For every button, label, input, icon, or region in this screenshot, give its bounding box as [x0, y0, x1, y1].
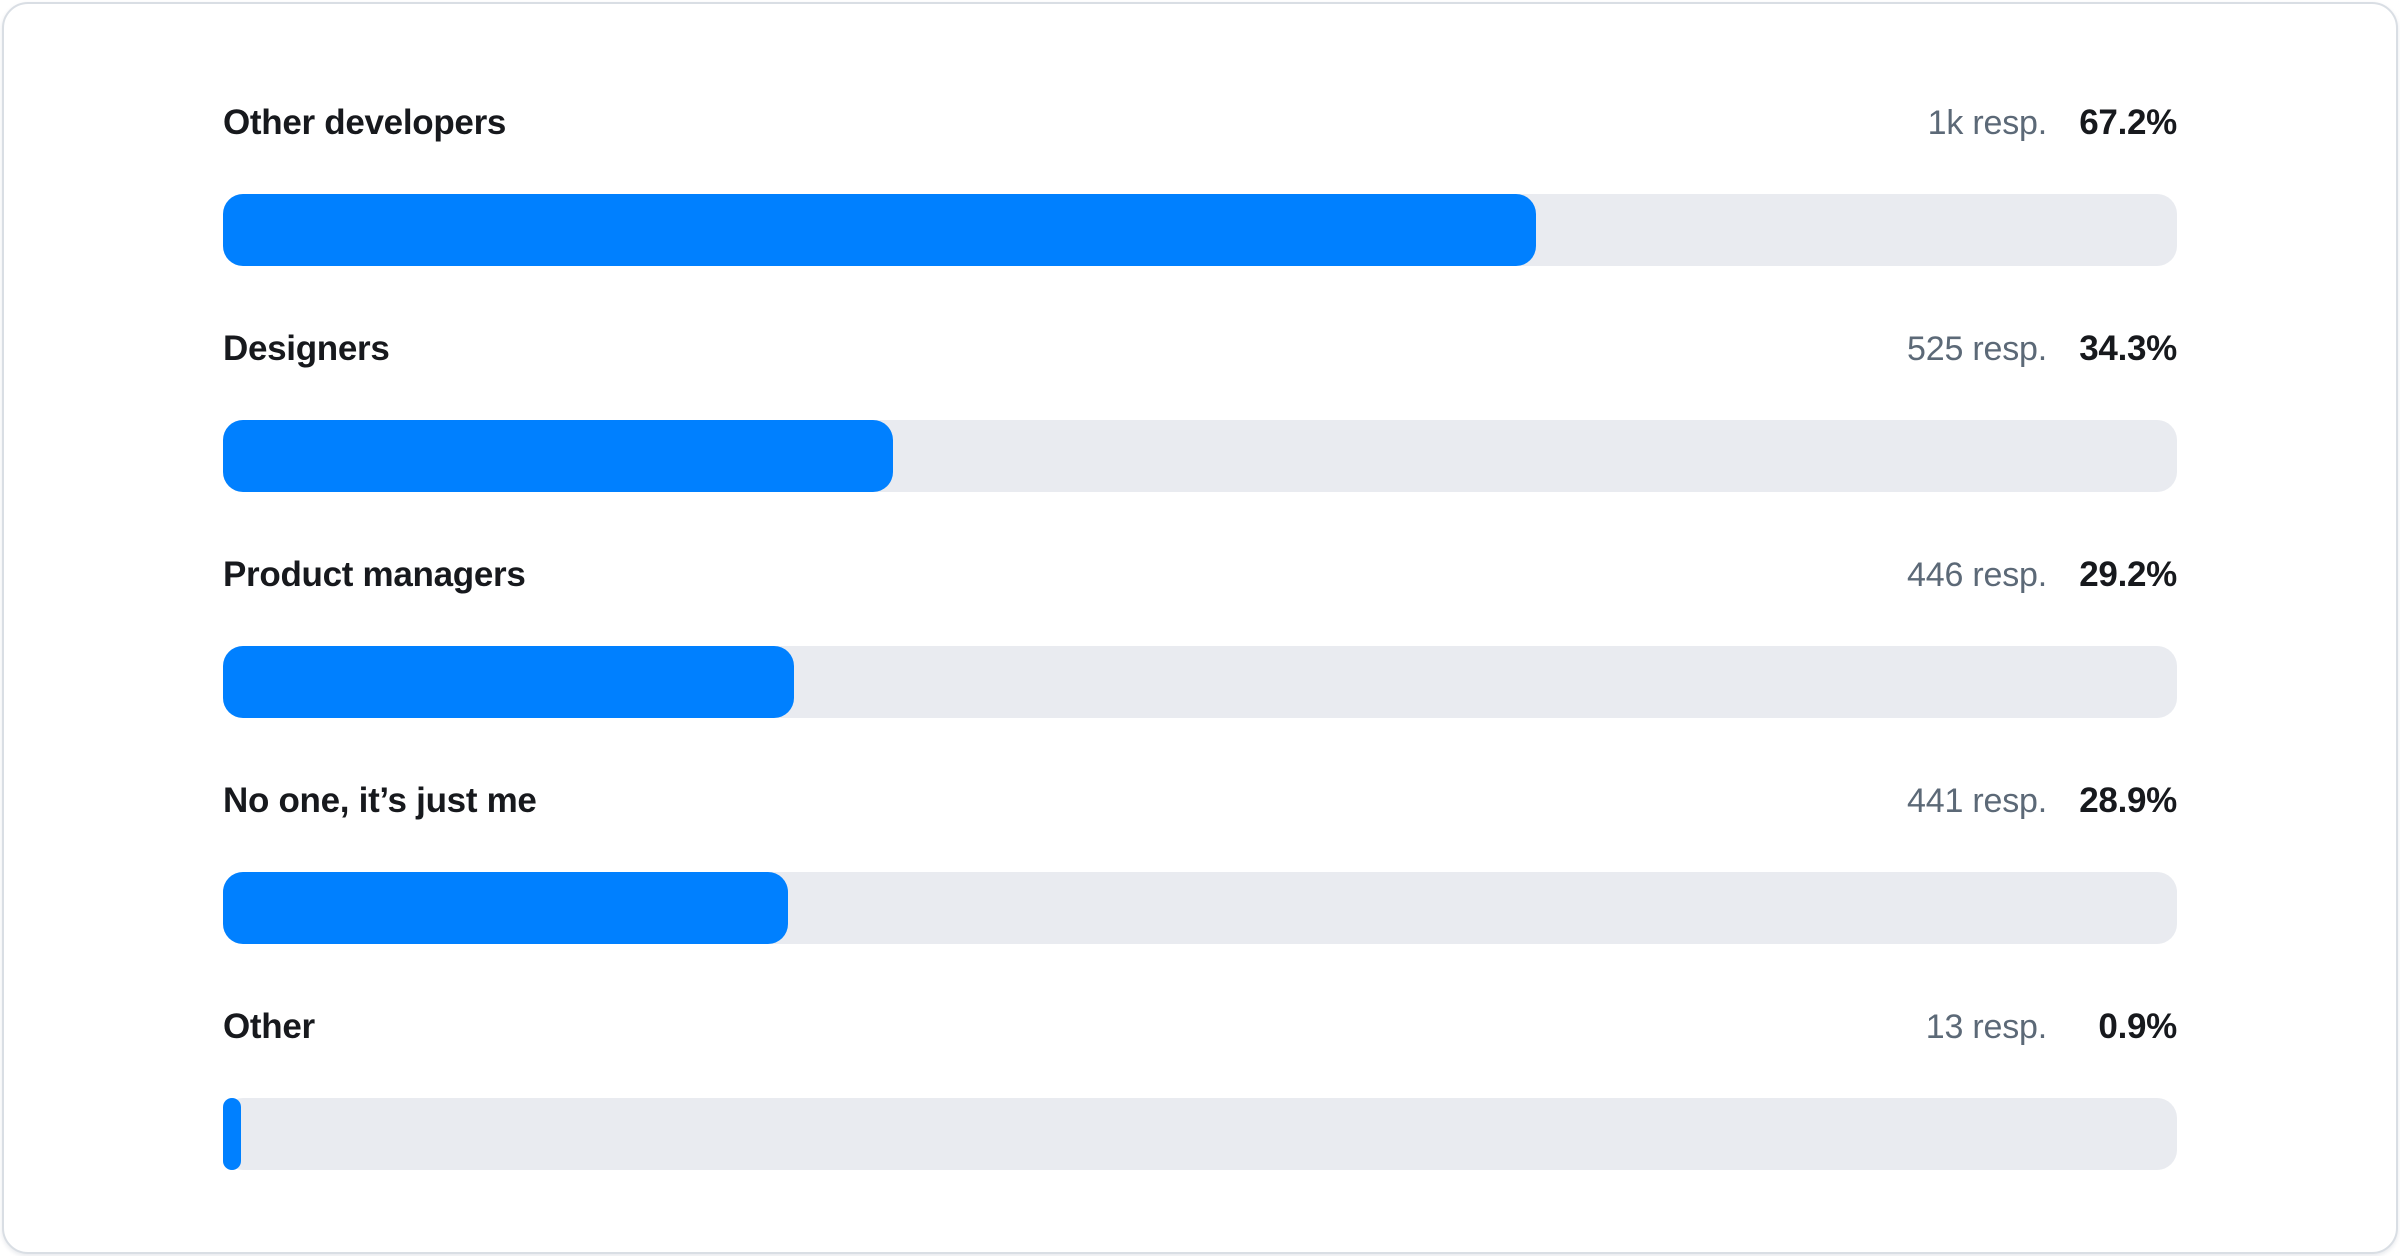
row-header: Other developers 1k resp. 67.2% — [223, 100, 2177, 146]
row-header: No one, it’s just me 441 resp. 28.9% — [223, 778, 2177, 824]
bar-fill — [223, 646, 794, 718]
bar-fill — [223, 194, 1537, 266]
category-label: Product managers — [223, 555, 526, 594]
row-header: Product managers 446 resp. 29.2% — [223, 552, 2177, 598]
responses-count: 525 resp. — [1907, 330, 2047, 368]
percent-value: 28.9% — [2079, 781, 2177, 820]
bar-row: Other 13 resp. 0.9% — [223, 1004, 2177, 1170]
percent-value: 34.3% — [2079, 329, 2177, 368]
bar-track — [223, 1098, 2177, 1170]
responses-count: 13 resp. — [1925, 1008, 2047, 1046]
bar-fill — [223, 1098, 241, 1170]
category-label: Other developers — [223, 103, 507, 142]
responses-count: 1k resp. — [1927, 104, 2048, 142]
bar-fill — [223, 872, 788, 944]
bar-track — [223, 194, 2177, 266]
category-label: No one, it’s just me — [223, 781, 537, 820]
category-label: Other — [223, 1007, 315, 1046]
bar-fill — [223, 420, 894, 492]
percent-value: 67.2% — [2079, 103, 2177, 142]
bar-row: Designers 525 resp. 34.3% — [223, 326, 2177, 492]
bar-track — [223, 420, 2177, 492]
bar-row: Product managers 446 resp. 29.2% — [223, 552, 2177, 718]
percent-value: 29.2% — [2079, 555, 2177, 594]
responses-count: 441 resp. — [1907, 782, 2047, 820]
bar-row: Other developers 1k resp. 67.2% — [223, 100, 2177, 266]
bar-row: No one, it’s just me 441 resp. 28.9% — [223, 778, 2177, 944]
category-label: Designers — [223, 329, 390, 368]
row-header: Designers 525 resp. 34.3% — [223, 326, 2177, 372]
responses-count: 446 resp. — [1907, 556, 2047, 594]
percent-value: 0.9% — [2098, 1007, 2177, 1046]
bar-track — [223, 872, 2177, 944]
row-header: Other 13 resp. 0.9% — [223, 1004, 2177, 1050]
bar-track — [223, 646, 2177, 718]
